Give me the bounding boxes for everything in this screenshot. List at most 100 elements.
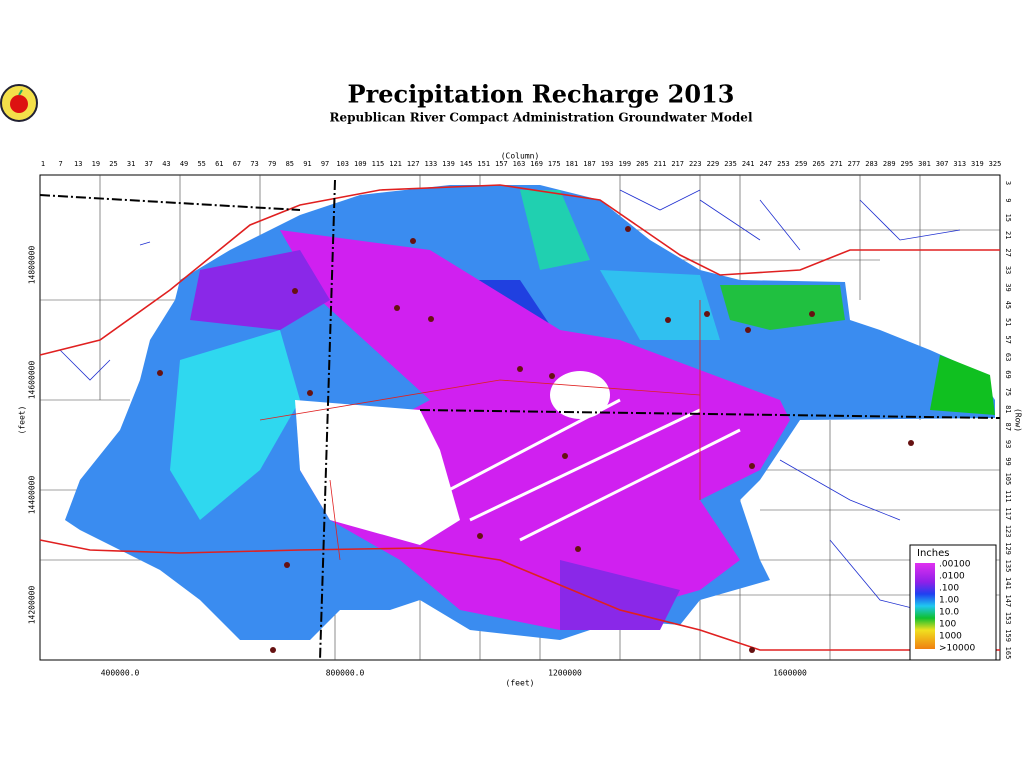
row-label: 27 — [1004, 248, 1012, 256]
subtitle: Republican River Compact Administration … — [329, 111, 752, 125]
column-label: 151 — [477, 160, 490, 168]
gauges — [908, 440, 914, 446]
title: Precipitation Recharge 2013 — [348, 80, 735, 109]
y-label: 14600000 — [28, 361, 37, 400]
column-label: 127 — [407, 160, 420, 168]
row-label: 69 — [1004, 370, 1012, 378]
legend: Inches — [909, 544, 997, 661]
column-label: 43 — [162, 160, 170, 168]
x-label: 1600000 — [773, 669, 807, 678]
row-label: 135 — [1004, 560, 1012, 573]
column-label: 235 — [724, 160, 737, 168]
y-labels: 14800000 14600000 14400000 14200000 — [28, 246, 37, 625]
y-title: (feet) — [18, 406, 27, 435]
rivers — [59, 189, 961, 621]
column-label: 199 — [618, 160, 631, 168]
state-lines — [39, 179, 1001, 661]
legend-label: .0100 — [939, 572, 965, 582]
row-label: 117 — [1004, 507, 1012, 520]
column-label: 229 — [707, 160, 720, 168]
row-label: 159 — [1004, 629, 1012, 642]
column-label: 271 — [830, 160, 843, 168]
column-label: 265 — [812, 160, 825, 168]
column-label: 253 — [777, 160, 790, 168]
column-label: 295 — [901, 160, 914, 168]
legend-label: 1000 — [939, 632, 962, 642]
gauges — [665, 317, 671, 323]
row-label: 147 — [1004, 594, 1012, 607]
recharge-raster — [190, 250, 330, 330]
row-label: 141 — [1004, 577, 1012, 590]
logo — [0, 84, 38, 122]
recharge-raster — [720, 285, 845, 330]
column-label: 169 — [530, 160, 543, 168]
column-label: 313 — [953, 160, 966, 168]
column-label: 31 — [127, 160, 135, 168]
gauges — [745, 327, 751, 333]
recharge-raster — [930, 355, 995, 415]
column-label: 205 — [636, 160, 649, 168]
column-label: 259 — [795, 160, 808, 168]
gauges — [749, 463, 755, 469]
row-label: 39 — [1004, 283, 1012, 291]
column-label: 139 — [442, 160, 455, 168]
gauges — [575, 546, 581, 552]
legend-label: >10000 — [939, 644, 975, 654]
recharge-raster — [550, 371, 610, 419]
x-label: 1200000 — [548, 669, 582, 678]
row-label: 9 — [1004, 198, 1012, 202]
recharge-raster — [429, 398, 741, 542]
y-label: 14200000 — [28, 586, 37, 625]
column-title: (Column) — [501, 152, 540, 161]
legend-labels: .00100 .0100 .100 1.00 10.0 100 1000 >10000 — [939, 560, 975, 654]
row-label: 51 — [1004, 318, 1012, 326]
gauges — [284, 562, 290, 568]
column-label: 37 — [145, 160, 153, 168]
legend — [915, 563, 935, 649]
gauges — [410, 238, 416, 244]
legend-label: 10.0 — [939, 608, 959, 618]
column-label: 241 — [742, 160, 755, 168]
column-label: 103 — [336, 160, 349, 168]
column-label: 289 — [883, 160, 896, 168]
column-label: 187 — [583, 160, 596, 168]
legend-label: 100 — [939, 620, 956, 630]
row-label: 153 — [1004, 612, 1012, 625]
row-label: 93 — [1004, 440, 1012, 448]
recharge-raster — [520, 190, 590, 270]
column-label: 319 — [971, 160, 984, 168]
row-label: 33 — [1004, 266, 1012, 274]
row-label: 75 — [1004, 388, 1012, 396]
row-label: 81 — [1004, 405, 1012, 413]
row-label: 15 — [1004, 214, 1012, 222]
column-label: 325 — [989, 160, 1002, 168]
logo — [10, 95, 28, 113]
column-label: 193 — [601, 160, 614, 168]
column-label: 97 — [321, 160, 329, 168]
column-label: 181 — [566, 160, 579, 168]
column-label: 1 — [41, 160, 45, 168]
gauges — [270, 647, 276, 653]
column-label: 133 — [425, 160, 438, 168]
row-label: 105 — [1004, 473, 1012, 486]
column-label: 61 — [215, 160, 223, 168]
recharge-raster — [560, 560, 680, 630]
row-label: 3 — [1004, 181, 1012, 185]
gauges — [704, 311, 710, 317]
legend-title: Inches — [917, 548, 950, 559]
column-label: 301 — [918, 160, 931, 168]
roads — [39, 539, 1000, 651]
row-label: 21 — [1004, 231, 1012, 239]
gauges — [549, 373, 555, 379]
gauges — [625, 226, 631, 232]
column-labels: 1 7 13 19 25 31 37 43 49 55 61 67 73 79 85 91 97 103 109 11… — [41, 160, 1001, 168]
row-label: 63 — [1004, 353, 1012, 361]
gauges — [749, 647, 755, 653]
column-label: 223 — [689, 160, 702, 168]
gauges — [292, 288, 298, 294]
gauges — [517, 366, 523, 372]
column-label: 277 — [848, 160, 861, 168]
roads — [259, 300, 701, 561]
column-label: 307 — [936, 160, 949, 168]
x-title: (feet) — [506, 679, 535, 688]
